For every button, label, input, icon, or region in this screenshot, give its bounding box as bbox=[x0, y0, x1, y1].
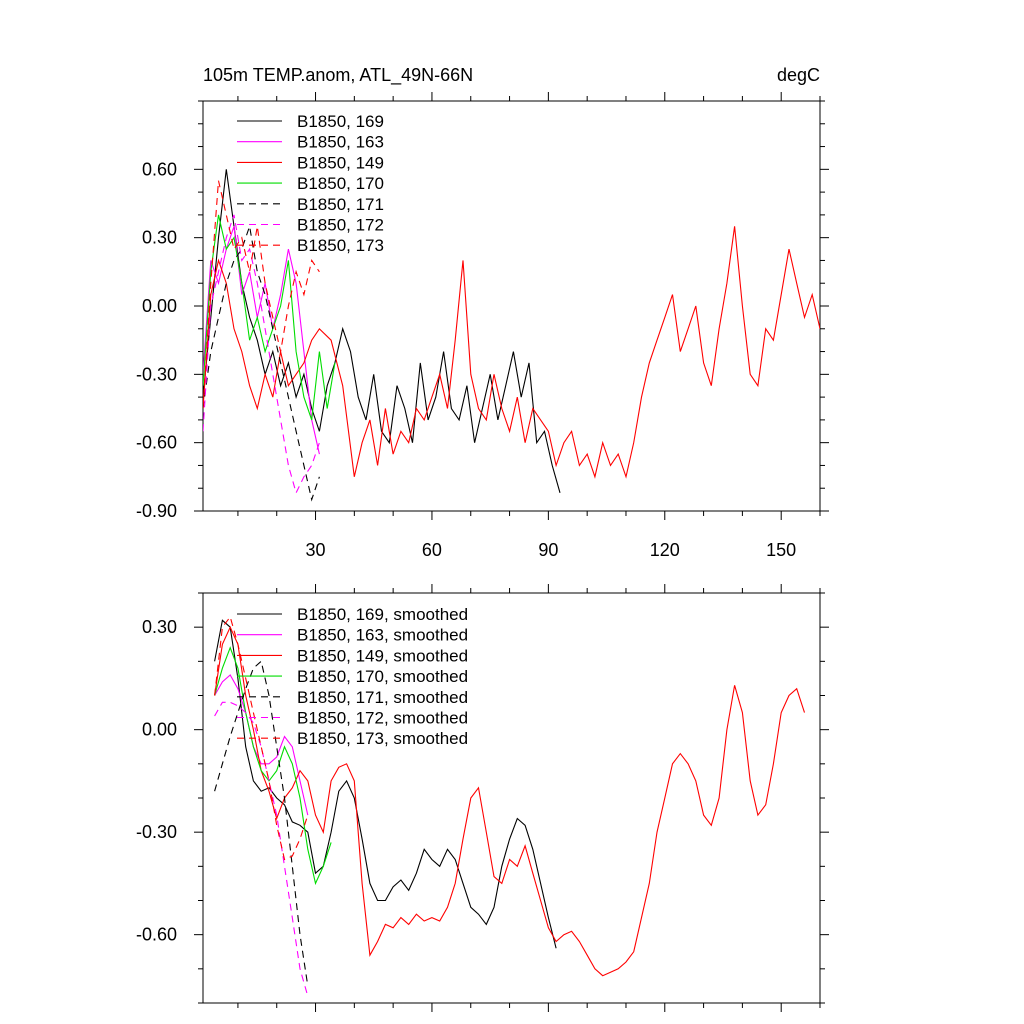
x-tick-label: 30 bbox=[306, 540, 326, 560]
y-tick-label: 0.60 bbox=[142, 159, 177, 179]
legend-label: B1850, 173 bbox=[297, 236, 384, 255]
series-line bbox=[203, 180, 320, 409]
legend-label: B1850, 149 bbox=[297, 153, 384, 172]
y-tick-label: 0.30 bbox=[142, 228, 177, 248]
legend-label: B1850, 171 bbox=[297, 195, 384, 214]
series-line bbox=[203, 226, 320, 502]
plot-units: degC bbox=[777, 65, 820, 85]
y-tick-label: -0.30 bbox=[136, 364, 177, 384]
y-tick-label: 0.30 bbox=[142, 617, 177, 637]
series-line bbox=[214, 615, 309, 861]
series-line bbox=[203, 169, 561, 493]
legend-label: B1850, 169, smoothed bbox=[297, 605, 468, 624]
series-line bbox=[214, 701, 309, 997]
legend-label: B1850, 172 bbox=[297, 216, 384, 235]
legend-label: B1850, 169 bbox=[297, 112, 384, 131]
y-tick-label: -0.60 bbox=[136, 925, 177, 945]
legend-label: B1850, 170, smoothed bbox=[297, 667, 468, 686]
legend-label: B1850, 163, smoothed bbox=[297, 626, 468, 645]
series-line bbox=[203, 214, 320, 495]
y-tick-label: -0.90 bbox=[136, 501, 177, 521]
series-line bbox=[203, 226, 820, 479]
series-line bbox=[214, 646, 332, 886]
series-line bbox=[214, 625, 806, 977]
y-tick-label: -0.60 bbox=[136, 433, 177, 453]
series-line bbox=[203, 214, 336, 421]
bottom-panel: -0.60 -0.30 0.00 0.30 B1850, 169, smoothed B1… bbox=[136, 584, 829, 1012]
x-tick-label: 150 bbox=[766, 540, 796, 560]
legend-label: B1850, 172, smoothed bbox=[297, 709, 468, 728]
y-tick-label: -0.30 bbox=[136, 822, 177, 842]
legend-label: B1850, 163 bbox=[297, 133, 384, 152]
legend-label: B1850, 149, smoothed bbox=[297, 646, 468, 665]
top-panel: 30 60 90 120 150 -0.90 -0.60 -0.30 0.00 0.30 0.60 B… bbox=[136, 92, 829, 560]
y-tick-label: 0.00 bbox=[142, 720, 177, 740]
series-line bbox=[203, 226, 320, 455]
legend-label: B1850, 171, smoothed bbox=[297, 688, 468, 707]
legend-label: B1850, 173, smoothed bbox=[297, 729, 468, 748]
series-line bbox=[214, 660, 309, 986]
legend-label: B1850, 170 bbox=[297, 174, 384, 193]
x-tick-label: 60 bbox=[422, 540, 442, 560]
x-tick-label: 90 bbox=[538, 540, 558, 560]
y-tick-label: 0.00 bbox=[142, 296, 177, 316]
plot-frame bbox=[202, 100, 821, 512]
plot-title: 105m TEMP.anom, ATL_49N-66N bbox=[203, 65, 473, 86]
x-tick-label: 120 bbox=[650, 540, 680, 560]
series-line bbox=[214, 674, 309, 816]
